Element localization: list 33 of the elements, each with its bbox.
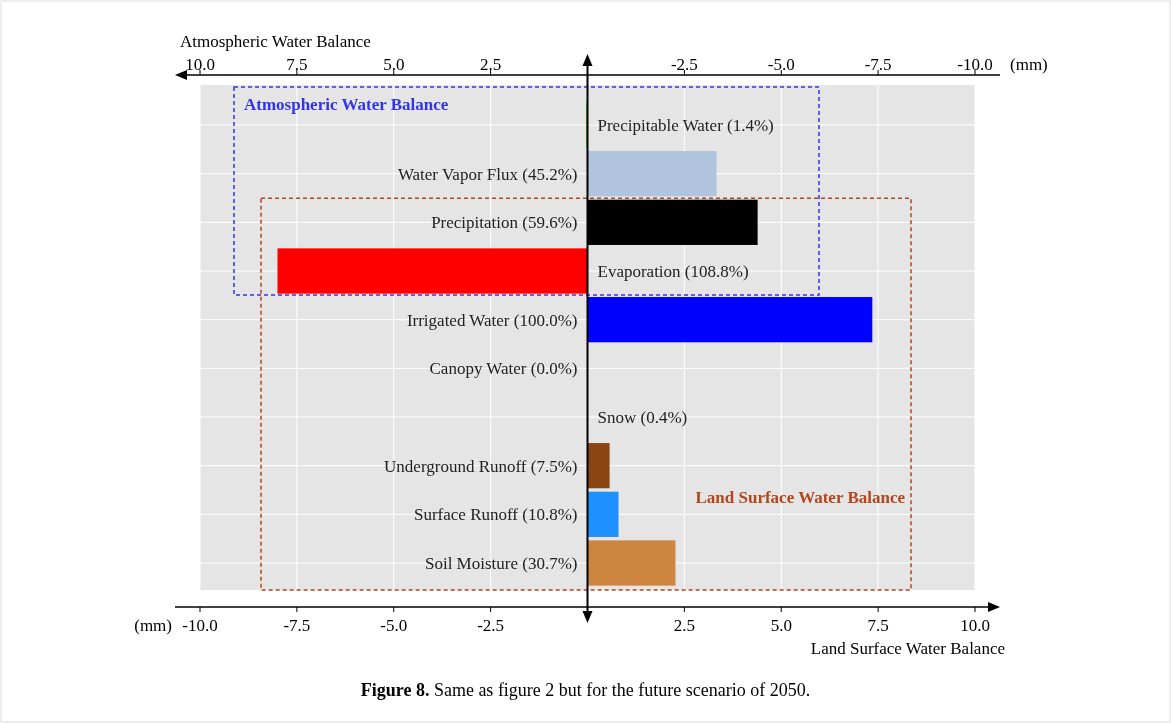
x2-axis-title: Atmospheric Water Balance (180, 31, 371, 51)
x2-tick-label: 7.5 (286, 54, 308, 74)
annotation: Atmospheric Water Balance (244, 94, 449, 114)
text: (mm) (134, 615, 172, 635)
y-tick-label: Underground Runoff (7.5%) (384, 456, 578, 476)
x2-tick-label: -7.5 (864, 54, 892, 74)
x-tick-label: -5.0 (380, 615, 408, 635)
x2-tick-label: 10.0 (185, 54, 215, 74)
annotation: Land Surface Water Balance (695, 488, 906, 508)
text: (mm) (1010, 54, 1048, 74)
x-tick-label: 10.0 (960, 615, 990, 635)
caption: Figure 8. Same as figure 2 but for the future scenario of 2050. (360, 680, 811, 701)
x-tick-label: 7.5 (867, 615, 889, 635)
x2-tick-label: -2.5 (670, 54, 698, 74)
y-tick-label: Snow (0.4%) (597, 407, 688, 427)
x2-tick-label: -10.0 (957, 54, 993, 74)
y-tick-label: Irrigated Water (100.0%) (406, 310, 578, 330)
y-tick-label: Surface Runoff (10.8%) (413, 505, 578, 525)
x-tick-label: -10.0 (182, 615, 218, 635)
y-tick-label: Canopy Water (0.0%) (429, 359, 578, 379)
x-tick-label: 5.0 (770, 615, 792, 635)
x-tick-label: -7.5 (283, 615, 311, 635)
x-axis-title: Land Surface Water Balance (810, 638, 1005, 658)
x-tick-label: -2.5 (477, 615, 505, 635)
y-tick-label: Precipitation (59.6%) (431, 213, 578, 233)
y-tick-label: Soil Moisture (30.7%) (424, 553, 578, 573)
x2-tick-label: 2.5 (480, 54, 502, 74)
x-tick-label: 2.5 (673, 615, 695, 635)
y-tick-label: Water Vapor Flux (45.2%) (397, 164, 578, 184)
x2-tick-label: -5.0 (767, 54, 795, 74)
x2-tick-label: 5.0 (383, 54, 405, 74)
y-tick-label: Evaporation (108.8%) (597, 261, 749, 281)
y-tick-label: Precipitable Water (1.4%) (597, 115, 774, 135)
